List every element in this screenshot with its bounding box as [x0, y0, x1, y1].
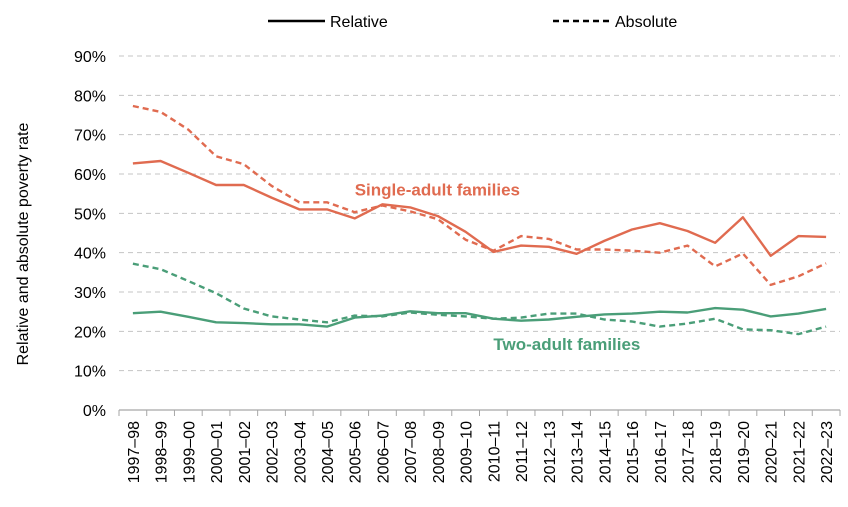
- x-tick-label: 2011–12: [514, 421, 531, 482]
- y-tick-label: 40%: [74, 246, 106, 263]
- y-tick-label: 50%: [74, 206, 106, 223]
- x-tick-label: 1999–00: [181, 421, 198, 483]
- x-tick-label: 2008–09: [431, 421, 448, 483]
- x-tick-label: 1998–99: [154, 421, 171, 483]
- x-tick-label: 2005–06: [348, 421, 365, 483]
- series-line-single-relative: [132, 159, 827, 258]
- gridlines: [119, 55, 840, 372]
- x-tick-label: 2016–17: [653, 421, 670, 483]
- y-tick-label: 70%: [74, 128, 106, 145]
- y-tick-label: 10%: [74, 364, 106, 381]
- x-tick-label: 2022–23: [819, 421, 836, 483]
- x-tick-label: 2018–19: [708, 421, 725, 483]
- legend-label-relative: Relative: [330, 14, 388, 31]
- x-tick-label: 2001–02: [237, 421, 254, 483]
- x-axis: [118, 409, 841, 416]
- y-tick-label: 60%: [74, 167, 106, 184]
- x-tick-label: 2020–21: [764, 421, 781, 483]
- series-line-two-relative: [132, 306, 827, 328]
- y-tick-label: 90%: [74, 49, 106, 66]
- x-tick-label: 1997–98: [126, 421, 143, 483]
- y-axis-title: Relative and absolute poverty rate: [15, 122, 32, 365]
- x-tick-label: 2004–05: [320, 421, 337, 483]
- legend-label-absolute: Absolute: [615, 14, 677, 31]
- legend-item-relative: Relative: [268, 14, 388, 31]
- x-tick-label: 2010–11: [486, 421, 503, 482]
- annotation-two-adult-families: Two-adult families: [493, 335, 640, 354]
- legend: Relative Absolute: [268, 14, 677, 31]
- y-axis-ticks: 0% 10% 20% 30% 40% 50% 60% 70% 80% 90%: [74, 49, 106, 420]
- annotation-single-adult-families: Single-adult families: [355, 181, 520, 200]
- y-tick-label: 0%: [83, 403, 106, 420]
- y-tick-label: 20%: [74, 324, 106, 341]
- x-tick-label: 2006–07: [375, 421, 392, 483]
- x-tick-label: 2013–14: [570, 421, 587, 483]
- x-axis-ticks: 1997–98 1998–99 1999–00 2000–01 2001–02 2002–…: [126, 421, 836, 483]
- series-lines: [132, 104, 827, 336]
- x-tick-label: 2012–13: [542, 421, 559, 483]
- y-tick-label: 30%: [74, 285, 106, 302]
- x-tick-label: 2000–01: [209, 421, 226, 483]
- series-line-single-absolute: [132, 104, 827, 287]
- y-tick-label: 80%: [74, 88, 106, 105]
- annotations: Single-adult families Two-adult families: [355, 181, 641, 354]
- x-tick-label: 2015–16: [625, 421, 642, 483]
- x-tick-label: 2014–15: [597, 421, 614, 483]
- x-tick-label: 2002–03: [265, 421, 282, 483]
- x-tick-label: 2017–18: [680, 421, 697, 483]
- x-tick-label: 2009–10: [459, 421, 476, 483]
- series-line-two-absolute: [132, 262, 827, 336]
- legend-item-absolute: Absolute: [553, 14, 677, 31]
- x-tick-label: 2021–22: [791, 421, 808, 483]
- x-tick-label: 2019–20: [736, 421, 753, 483]
- x-tick-label: 2003–04: [292, 421, 309, 483]
- x-tick-label: 2007–08: [403, 421, 420, 483]
